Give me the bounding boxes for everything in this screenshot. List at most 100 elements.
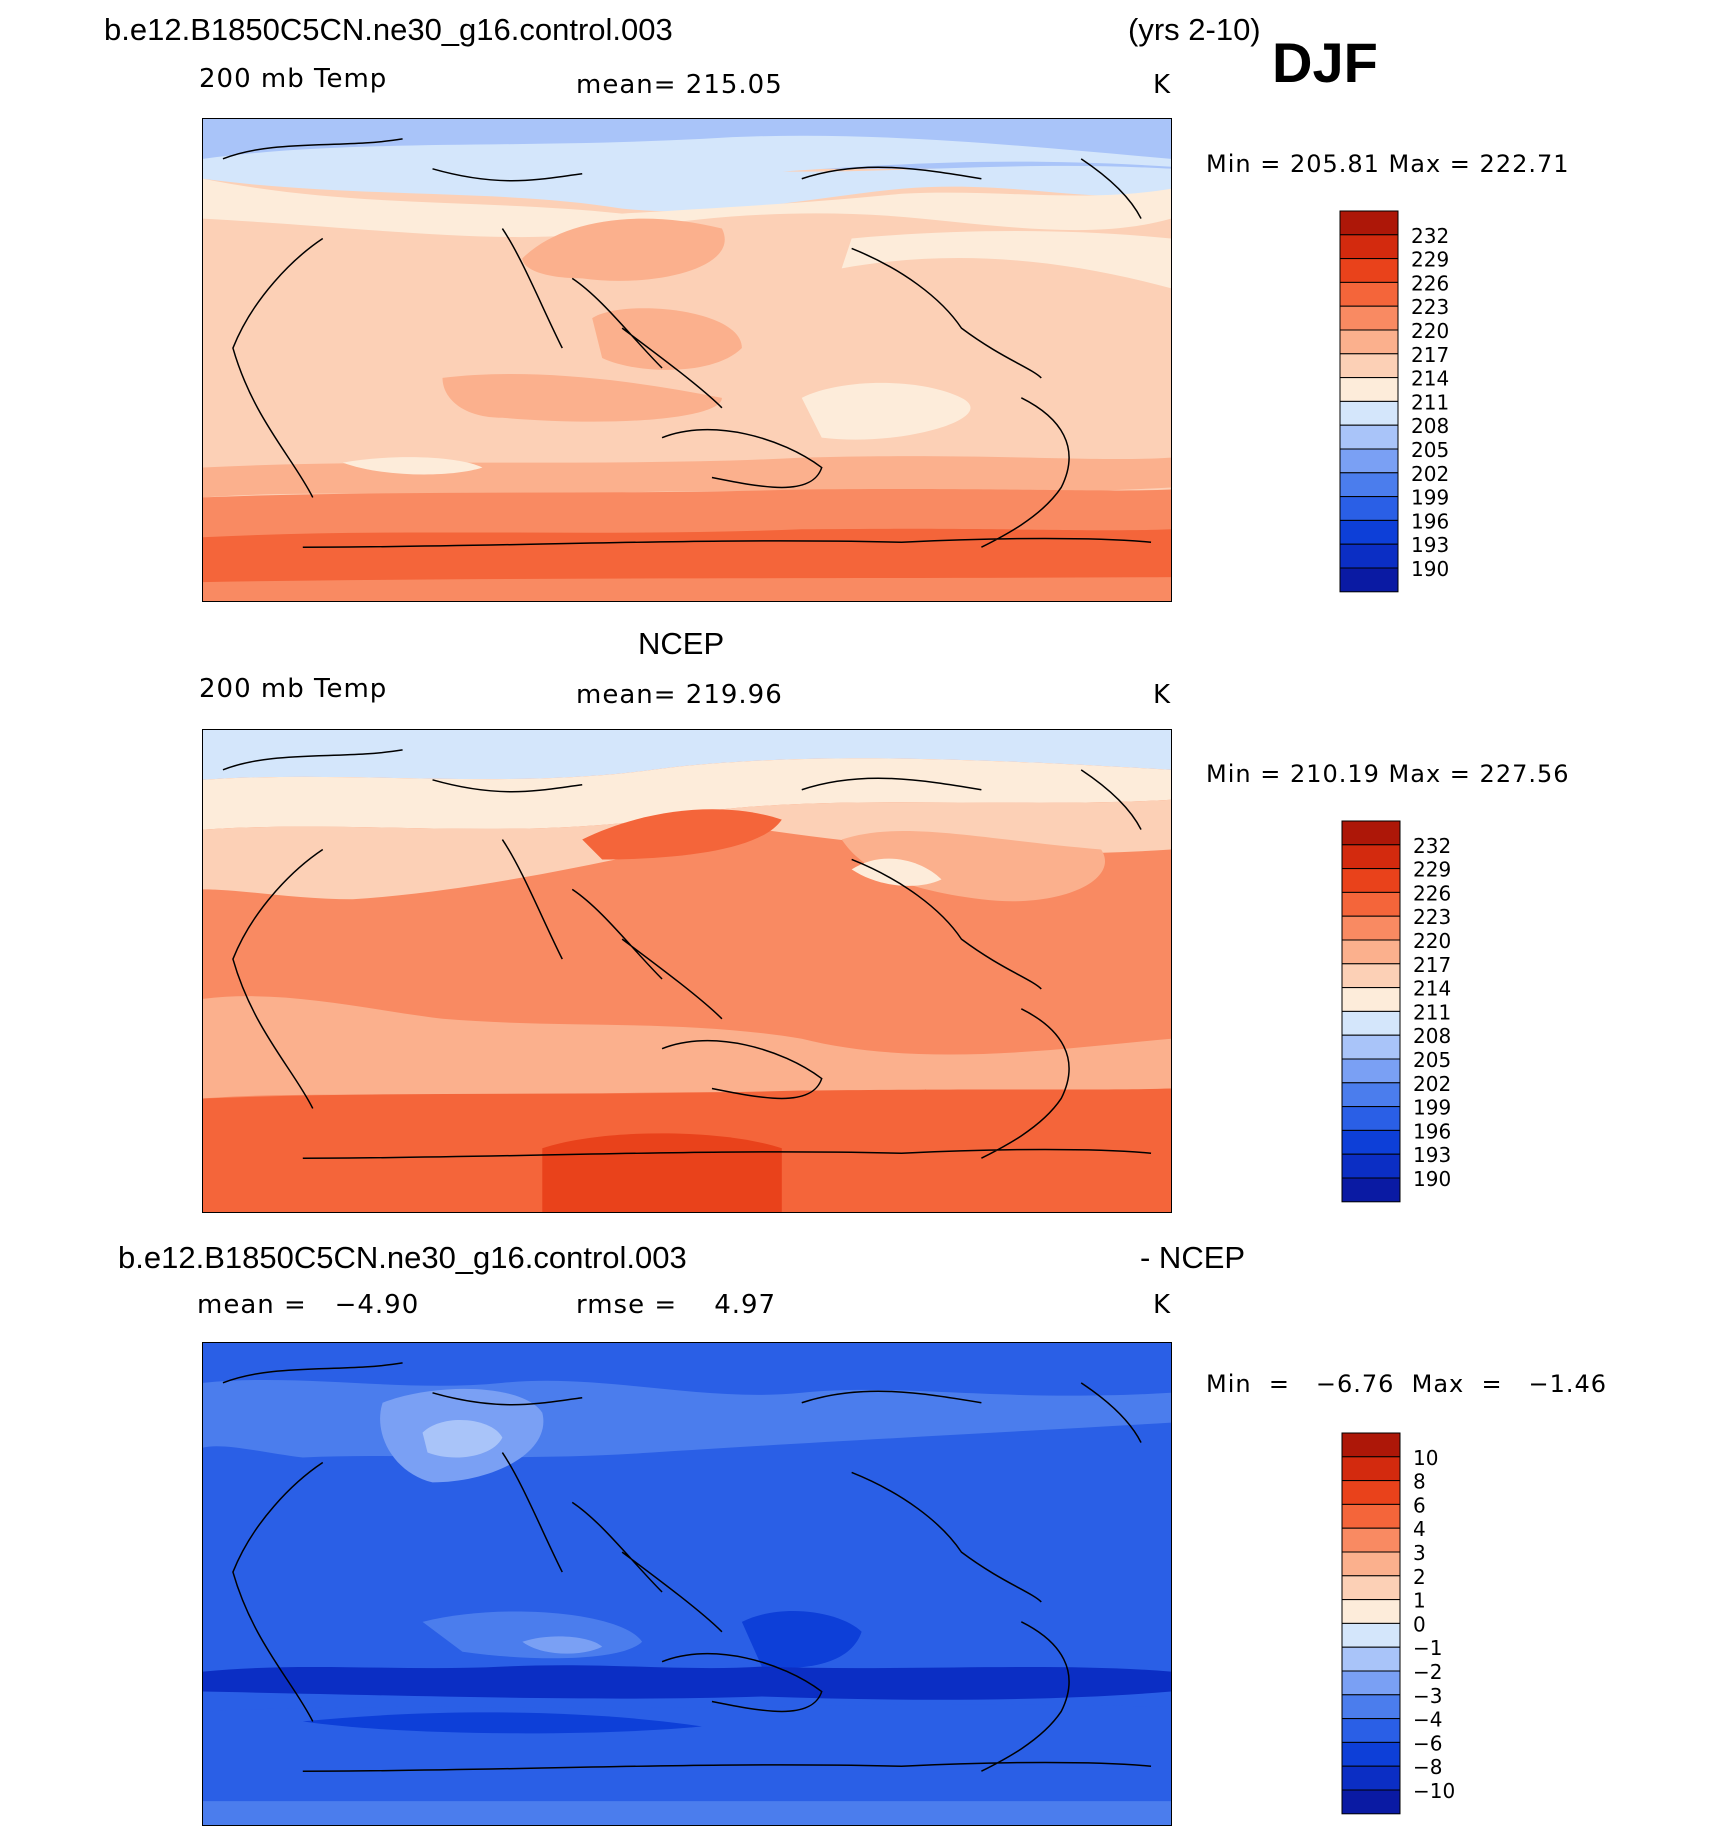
colorbar-box — [1339, 567, 1399, 593]
colorbar-box — [1339, 448, 1399, 474]
season-label: DJF — [1272, 31, 1378, 94]
colorbar-tick-label: 205 — [1411, 438, 1449, 462]
colorbar-box — [1341, 820, 1401, 846]
panel2-min-max: Min = 210.19 Max = 227.56 — [1206, 760, 1570, 788]
colorbar-tick-label: 193 — [1411, 533, 1449, 557]
panel2-colorbar: 232 229 226 223 220 217 214 211 208 205 202 199 196 1… — [1341, 820, 1481, 1210]
panel1-min-max: Min = 205.81 Max = 222.71 — [1206, 150, 1570, 178]
colorbar-box — [1341, 1177, 1401, 1203]
colorbar-tick-label: 229 — [1413, 858, 1451, 882]
colorbar-tick-label: 208 — [1413, 1024, 1451, 1048]
colorbar-tick-label: 211 — [1411, 390, 1449, 414]
colorbar-tick-label: 229 — [1411, 248, 1449, 272]
colorbar-tick-label: 0 — [1413, 1612, 1426, 1636]
colorbar-box — [1341, 1480, 1401, 1505]
colorbar-tick-label: 199 — [1411, 486, 1449, 510]
colorbar-box — [1341, 1670, 1401, 1696]
colorbar-tick-label: −3 — [1413, 1684, 1442, 1708]
panel1-map — [202, 118, 1172, 602]
colorbar-tick-label: 1 — [1413, 1589, 1426, 1613]
colorbar-box — [1339, 543, 1399, 569]
colorbar-tick-label: 8 — [1413, 1470, 1426, 1494]
panel3-map-svg — [203, 1343, 1171, 1825]
colorbar-tick-label: 190 — [1411, 557, 1449, 581]
panel3-min-max: Min = −6.76 Max = −1.46 — [1206, 1370, 1608, 1398]
colorbar-box — [1341, 1646, 1401, 1672]
colorbar-tick-label: 226 — [1411, 271, 1449, 295]
colorbar-tick-label: 6 — [1413, 1493, 1426, 1517]
colorbar-box — [1341, 1456, 1401, 1482]
colorbar-tick-label: 226 — [1413, 881, 1451, 905]
panel3-mean: mean = −4.90 — [197, 1290, 420, 1320]
colorbar-box — [1341, 1741, 1401, 1767]
colorbar-box — [1339, 234, 1399, 260]
colorbar-tick-label: 4 — [1413, 1517, 1426, 1541]
colorbar-box — [1341, 1622, 1401, 1648]
panel1-units: K — [1153, 70, 1172, 100]
colorbar-tick-label: −6 — [1413, 1731, 1442, 1755]
colorbar-tick-label: 214 — [1413, 977, 1451, 1001]
colorbar-tick-label: −2 — [1413, 1660, 1442, 1684]
colorbar-box — [1341, 891, 1401, 917]
colorbar-box — [1339, 329, 1399, 355]
colorbar-tick-label: 205 — [1413, 1048, 1451, 1072]
colorbar-box — [1341, 1432, 1401, 1458]
colorbar-box — [1339, 519, 1399, 545]
colorbar-box — [1341, 1082, 1401, 1108]
colorbar-box — [1341, 1599, 1401, 1624]
colorbar-tick-label: −1 — [1413, 1636, 1442, 1660]
colorbar-tick-label: 223 — [1411, 295, 1449, 319]
colorbar-box — [1339, 281, 1399, 307]
colorbar-tick-label: 214 — [1411, 367, 1449, 391]
colorbar-tick-label: 223 — [1413, 905, 1451, 929]
colorbar-box — [1341, 1789, 1401, 1815]
colorbar-box — [1341, 1694, 1401, 1720]
panel3-title-suffix: - NCEP — [1140, 1240, 1246, 1275]
colorbar-tick-label: 202 — [1413, 1072, 1451, 1096]
colorbar-tick-label: 217 — [1413, 953, 1451, 977]
colorbar-tick-label: 208 — [1411, 414, 1449, 438]
colorbar-box — [1341, 939, 1401, 965]
colorbar-box — [1341, 1129, 1401, 1155]
colorbar-box — [1339, 210, 1399, 236]
colorbar-tick-label: 202 — [1411, 462, 1449, 486]
colorbar-box — [1341, 1034, 1401, 1060]
colorbar-box — [1341, 868, 1401, 893]
panel3-units: K — [1153, 1290, 1172, 1320]
colorbar-box — [1341, 987, 1401, 1012]
panel2-variable: 200 mb Temp — [199, 674, 388, 704]
colorbar-box — [1339, 353, 1399, 379]
colorbar-box — [1339, 377, 1399, 402]
colorbar-tick-label: −8 — [1413, 1755, 1442, 1779]
panel3-map — [202, 1342, 1172, 1826]
colorbar-box — [1341, 1503, 1401, 1529]
colorbar-tick-label: 10 — [1413, 1446, 1438, 1470]
colorbar-tick-label: 2 — [1413, 1565, 1426, 1589]
panel2-mean: mean= 219.96 — [576, 680, 783, 710]
panel1-map-svg — [203, 119, 1171, 601]
colorbar-tick-label: 217 — [1411, 343, 1449, 367]
panel1-colorbar: 232 229 226 223 220 217 214 211 208 205 202 199 196 1… — [1339, 210, 1479, 600]
panel2-map — [202, 729, 1172, 1213]
colorbar-tick-label: 190 — [1413, 1167, 1451, 1191]
colorbar-tick-label: 196 — [1413, 1119, 1451, 1143]
colorbar-box — [1339, 424, 1399, 450]
colorbar-tick-label: 199 — [1413, 1096, 1451, 1120]
colorbar-tick-label: 232 — [1411, 224, 1449, 248]
colorbar-box — [1341, 1551, 1401, 1577]
colorbar-box — [1341, 963, 1401, 989]
colorbar-tick-label: 211 — [1413, 1000, 1451, 1024]
colorbar-box — [1339, 496, 1399, 521]
years-label: (yrs 2-10) — [1128, 12, 1261, 47]
colorbar-tick-label: 220 — [1413, 929, 1451, 953]
colorbar-tick-label: 3 — [1413, 1541, 1426, 1565]
colorbar-box — [1341, 1153, 1401, 1179]
panel2-title: NCEP — [638, 626, 725, 661]
colorbar-box — [1339, 400, 1399, 426]
panel1-colorbar-svg: 2322292262232202172142112082052021991961… — [1339, 210, 1449, 593]
panel2-colorbar-svg: 2322292262232202172142112082052021991961… — [1341, 820, 1451, 1203]
colorbar-box — [1341, 1527, 1401, 1553]
colorbar-tick-label: −10 — [1413, 1779, 1455, 1803]
colorbar-box — [1341, 1718, 1401, 1743]
